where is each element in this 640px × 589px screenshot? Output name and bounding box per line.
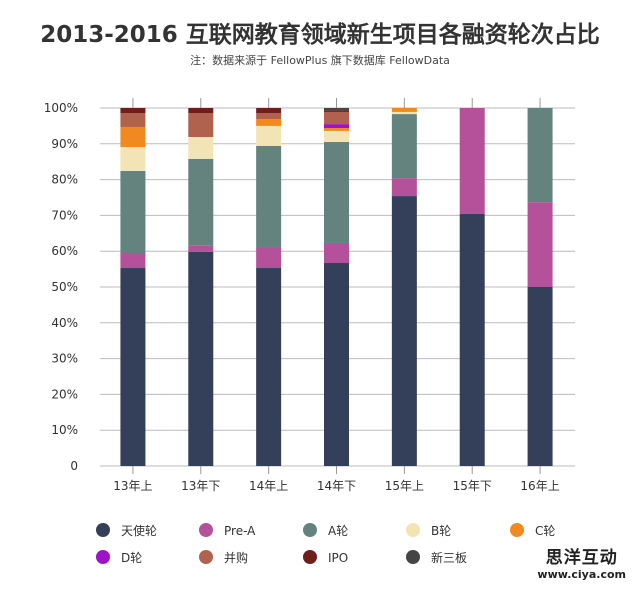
bar-segment [120, 113, 146, 127]
bar-segment [324, 111, 349, 125]
bar-segment [391, 114, 417, 179]
bar-segment [324, 130, 349, 143]
legend-label: 新三板 [431, 550, 467, 565]
legend-marker [96, 550, 110, 564]
watermark: 思洋互动 www.ciya.com [537, 543, 626, 581]
y-tick-label: 10% [51, 423, 78, 437]
y-tick-label: 60% [51, 244, 78, 258]
bar-segment [256, 125, 282, 146]
legend-label: A轮 [328, 524, 348, 538]
bar-segment [256, 145, 282, 248]
x-tick-label: 16年上 [520, 479, 559, 493]
bar-segment [188, 108, 214, 114]
legend-marker [303, 550, 317, 564]
legend-marker [199, 550, 213, 564]
legend-marker [510, 523, 524, 537]
legend-label: Pre-A [224, 524, 256, 538]
y-tick-label: 100% [44, 101, 78, 115]
y-tick-label: 20% [51, 387, 78, 401]
bar-segment [324, 124, 349, 129]
bar-segment [527, 202, 553, 287]
x-tick-label: 13年下 [181, 479, 220, 493]
bar-segment [324, 242, 349, 264]
legend-label: 并购 [224, 550, 248, 565]
chart-subtitle: 注：数据来源于 FellowPlus 旗下数据库 FellowData [190, 53, 450, 67]
legend-marker [406, 523, 420, 537]
bar-segment [527, 108, 553, 203]
bar-segment [391, 111, 417, 115]
bar-segment [188, 158, 214, 246]
y-tick-label: 70% [51, 208, 78, 222]
bar-segment [324, 108, 349, 111]
bar-segment [256, 268, 282, 466]
bar-segment [188, 113, 214, 137]
bar-segment [459, 108, 485, 214]
bar-segment [391, 196, 417, 466]
watermark-name: 思洋互动 [545, 548, 618, 568]
bar-segment [391, 178, 417, 197]
bar-segment [120, 147, 146, 172]
legend-label: D轮 [121, 551, 142, 565]
bar-segment [188, 136, 214, 159]
bar-segment [256, 108, 282, 114]
x-tick-label: 14年上 [249, 479, 288, 493]
bar-segment [527, 287, 553, 466]
y-tick-label: 50% [51, 280, 78, 294]
y-tick-label: 0 [70, 459, 78, 473]
bar-segment [120, 126, 146, 148]
bar-segment [391, 108, 417, 112]
legend-marker [303, 523, 317, 537]
x-tick-label: 15年下 [453, 479, 492, 493]
y-tick-label: 30% [51, 352, 78, 366]
y-tick-label: 80% [51, 173, 78, 187]
bar-segment [120, 108, 146, 114]
y-tick-label: 40% [51, 316, 78, 330]
legend-label: IPO [328, 551, 348, 565]
legend-marker [96, 523, 110, 537]
bar-segment [120, 268, 146, 466]
bar-segment [324, 128, 349, 131]
x-tick-label: 13年上 [113, 479, 152, 493]
bar-segment [256, 119, 282, 126]
bar-segment [256, 247, 282, 269]
legend-label: 天使轮 [121, 523, 157, 538]
bar-segment [459, 213, 485, 466]
bar-segment [324, 110, 349, 112]
bar-segment [188, 251, 214, 466]
watermark-url: www.ciya.com [537, 568, 626, 581]
legend-label: B轮 [431, 524, 451, 538]
x-tick-label: 14年下 [317, 479, 356, 493]
bar-segment [324, 263, 349, 466]
chart-title: 2013-2016 互联网教育领域新生项目各融资轮次占比 [40, 21, 600, 48]
bar-segment [188, 245, 214, 252]
legend-marker [199, 523, 213, 537]
bar-segment [120, 252, 146, 269]
legend-marker [406, 550, 420, 564]
bar-segment [324, 142, 349, 243]
bar-segment [256, 113, 282, 120]
bar-segment [120, 171, 146, 253]
legend-label: C轮 [535, 524, 555, 538]
x-tick-label: 15年上 [385, 479, 424, 493]
y-tick-label: 90% [51, 137, 78, 151]
